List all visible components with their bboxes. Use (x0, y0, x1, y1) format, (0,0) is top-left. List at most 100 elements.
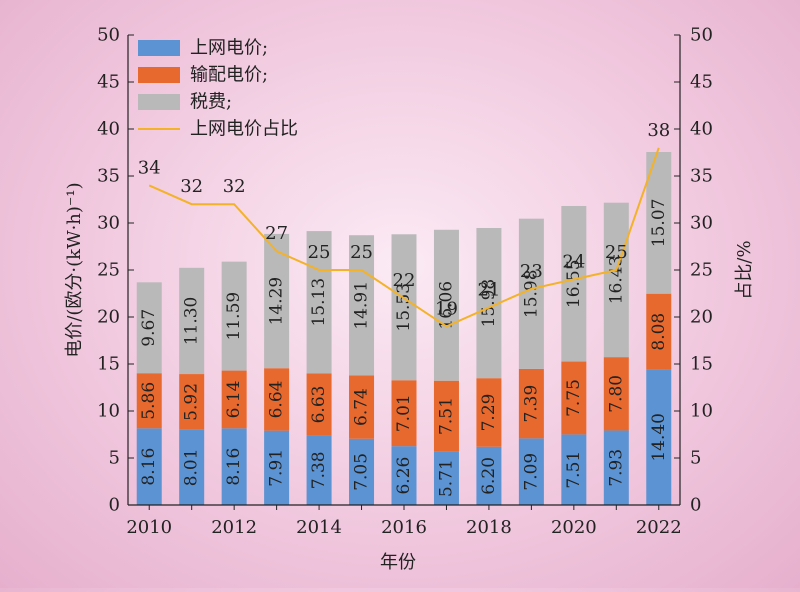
data-label: 7.93 (606, 449, 626, 487)
bar-2 (561, 361, 587, 435)
share-point-label: 25 (350, 242, 373, 263)
data-label: 15.98 (479, 279, 499, 328)
data-label: 8.16 (139, 448, 159, 486)
bar-1 (433, 451, 459, 505)
data-label: 7.05 (352, 453, 372, 491)
data-label: 5.86 (139, 382, 159, 420)
y2-axis-title: 占比/% (734, 240, 755, 299)
y-tick-label: 45 (97, 72, 120, 93)
data-label: 7.91 (267, 449, 287, 487)
bar-3 (221, 261, 247, 371)
y-tick-label: 40 (97, 119, 120, 140)
share-point-label: 27 (265, 223, 288, 244)
legend-label: 上网电价占比 (190, 119, 298, 140)
bar-2 (264, 368, 290, 431)
share-point-label: 25 (308, 242, 331, 263)
bar-1 (518, 438, 544, 505)
bar-1 (179, 429, 205, 505)
y2-tick-label: 10 (690, 401, 713, 422)
data-label: 15.07 (649, 199, 669, 248)
bar-2 (136, 373, 162, 429)
bar-1 (349, 438, 375, 505)
data-label: 15.98 (521, 269, 541, 318)
y-axis-title: 电价/(欧分·(kW·h)⁻¹) (64, 182, 85, 357)
y2-tick-label: 35 (690, 166, 713, 187)
bar-3 (264, 233, 290, 369)
legend-swatch (138, 40, 180, 56)
bar-2 (221, 370, 247, 429)
bar-1 (136, 428, 162, 505)
y-tick-label: 25 (97, 260, 120, 281)
data-label: 7.01 (394, 394, 414, 432)
y2-tick-label: 25 (690, 260, 713, 281)
bar-3 (391, 234, 417, 381)
y-tick-label: 0 (109, 495, 120, 516)
y2-tick-label: 30 (690, 213, 713, 234)
data-label: 8.16 (224, 448, 244, 486)
share-point-label: 32 (223, 176, 246, 197)
legend-label: 上网电价; (190, 38, 268, 59)
legend-label: 税费; (190, 92, 232, 113)
data-label: 6.20 (479, 457, 499, 495)
data-label: 7.09 (521, 453, 541, 491)
data-label: 5.71 (436, 459, 456, 497)
y-tick-label: 10 (97, 401, 120, 422)
share-point-label: 21 (477, 280, 500, 301)
x-tick-label: 2016 (381, 517, 427, 538)
data-label: 14.40 (649, 413, 669, 462)
bar-2 (391, 380, 417, 447)
data-label: 16.55 (564, 259, 584, 308)
data-label: 8.01 (182, 448, 202, 486)
bar-2 (433, 380, 459, 452)
legend-swatch (138, 67, 180, 83)
share-point-label: 24 (562, 251, 585, 272)
data-label: 8.08 (649, 313, 669, 351)
bar-3 (433, 229, 459, 381)
y2-tick-label: 50 (690, 25, 713, 46)
bar-1 (221, 428, 247, 505)
share-point-label: 32 (180, 176, 203, 197)
bar-1 (603, 430, 629, 505)
bar-3 (136, 282, 162, 374)
bar-2 (349, 375, 375, 439)
x-tick-label: 2018 (466, 517, 512, 538)
y-tick-label: 35 (97, 166, 120, 187)
y-tick-label: 15 (97, 354, 120, 375)
data-label: 7.51 (564, 451, 584, 489)
share-point-label: 38 (647, 120, 670, 141)
legend-label: 输配电价; (190, 65, 268, 86)
data-label: 14.91 (352, 281, 372, 330)
data-label: 9.67 (139, 309, 159, 347)
bar-3 (646, 152, 672, 294)
bar-3 (349, 235, 375, 376)
data-label: 7.80 (606, 375, 626, 413)
data-label: 11.30 (182, 297, 202, 346)
data-label: 6.74 (352, 388, 372, 426)
bars-layer: 8.16 5.86 9.67 8.01 5.92 11.30 8.16 6.14 11.59 7.… (136, 152, 672, 505)
y2-tick-label: 5 (690, 448, 701, 469)
y2-tick-label: 40 (690, 119, 713, 140)
bar-1 (561, 434, 587, 505)
data-label: 6.64 (267, 381, 287, 419)
data-label: 7.38 (309, 451, 329, 489)
y2-tick-label: 0 (690, 495, 701, 516)
share-point-label: 25 (605, 242, 628, 263)
x-tick-label: 2014 (296, 517, 342, 538)
share-point-label: 19 (435, 298, 458, 319)
y-tick-label: 50 (97, 25, 120, 46)
y2-tick-label: 20 (690, 307, 713, 328)
share-point-label: 34 (138, 157, 161, 178)
share-line (148, 147, 660, 328)
line-layer: 34 32 32 27 25 25 22 19 21 23 24 25 38 (138, 120, 670, 328)
x-axis-title: 年份 (380, 552, 416, 573)
bar-1 (476, 446, 502, 505)
bar-3 (603, 202, 629, 358)
bar-3 (179, 267, 205, 375)
x-tick-label: 2020 (551, 517, 597, 538)
x-tick-label: 2010 (126, 517, 172, 538)
data-label: 11.59 (224, 292, 244, 341)
bar-1 (646, 369, 672, 505)
